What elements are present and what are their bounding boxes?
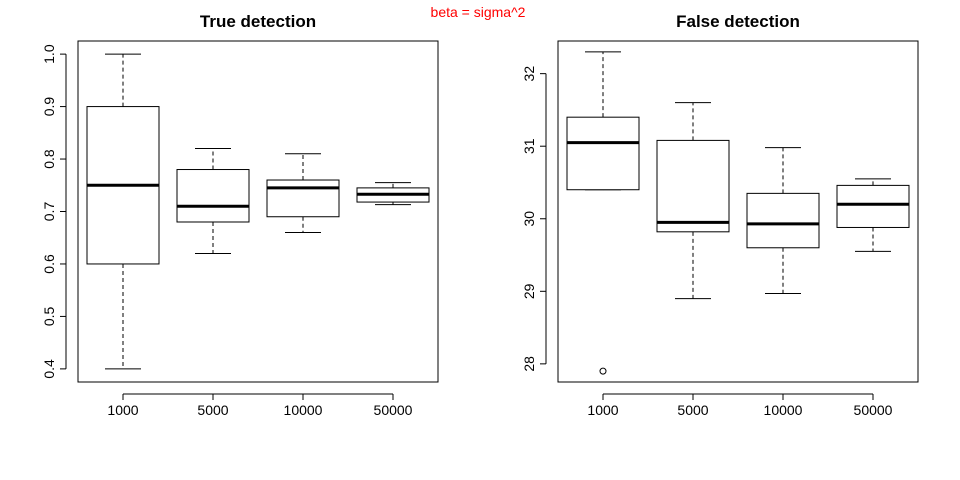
- box-1000: [566, 51, 640, 375]
- iqr-box: [176, 169, 250, 223]
- x-tick-label: 50000: [374, 402, 413, 418]
- iqr-box: [746, 192, 820, 249]
- y-tick-label: 0.5: [41, 306, 57, 326]
- true-detection-panel: True detection 0.4 0.5 0.6 0.7 0.8 0.9 1.0 1000 5…: [41, 12, 439, 418]
- box-5000: [656, 102, 730, 300]
- x-tick-label: 50000: [854, 402, 893, 418]
- box-50000: [356, 182, 430, 206]
- box-10000: [266, 153, 340, 233]
- figure-annotation: beta = sigma^2: [431, 4, 526, 20]
- y-tick-label: 32: [521, 66, 537, 82]
- false-detection-panel: False detection 28 29 30 31 32 1000 5000 10000 50…: [521, 12, 919, 418]
- x-tick-label: 1000: [587, 402, 618, 418]
- y-tick-label: 31: [521, 138, 537, 154]
- y-tick-label: 28: [521, 356, 537, 372]
- iqr-box: [656, 139, 730, 233]
- box-50000: [836, 178, 910, 252]
- y-tick-label: 0.8: [41, 149, 57, 169]
- y-tick-label: 30: [521, 211, 537, 227]
- plot-frame: [557, 40, 919, 383]
- x-tick-label: 5000: [677, 402, 708, 418]
- y-tick-label: 0.4: [41, 359, 57, 379]
- x-tick-label: 10000: [764, 402, 803, 418]
- y-tick-label: 1.0: [41, 44, 57, 64]
- y-tick-label: 29: [521, 283, 537, 299]
- y-tick-label: 0.7: [41, 202, 57, 222]
- box-1000: [86, 53, 160, 370]
- y-tick-label: 0.9: [41, 97, 57, 117]
- box-5000: [176, 148, 250, 254]
- iqr-box: [836, 184, 910, 228]
- outlier-point: [599, 367, 607, 375]
- iqr-box: [266, 179, 340, 218]
- plot-frame: [77, 40, 439, 383]
- x-tick-label: 1000: [107, 402, 138, 418]
- y-tick-label: 0.6: [41, 254, 57, 274]
- x-tick-label: 5000: [197, 402, 228, 418]
- panel-title: False detection: [676, 12, 800, 31]
- x-tick-label: 10000: [284, 402, 323, 418]
- iqr-box: [566, 116, 640, 191]
- box-10000: [746, 147, 820, 294]
- panel-title: True detection: [200, 12, 316, 31]
